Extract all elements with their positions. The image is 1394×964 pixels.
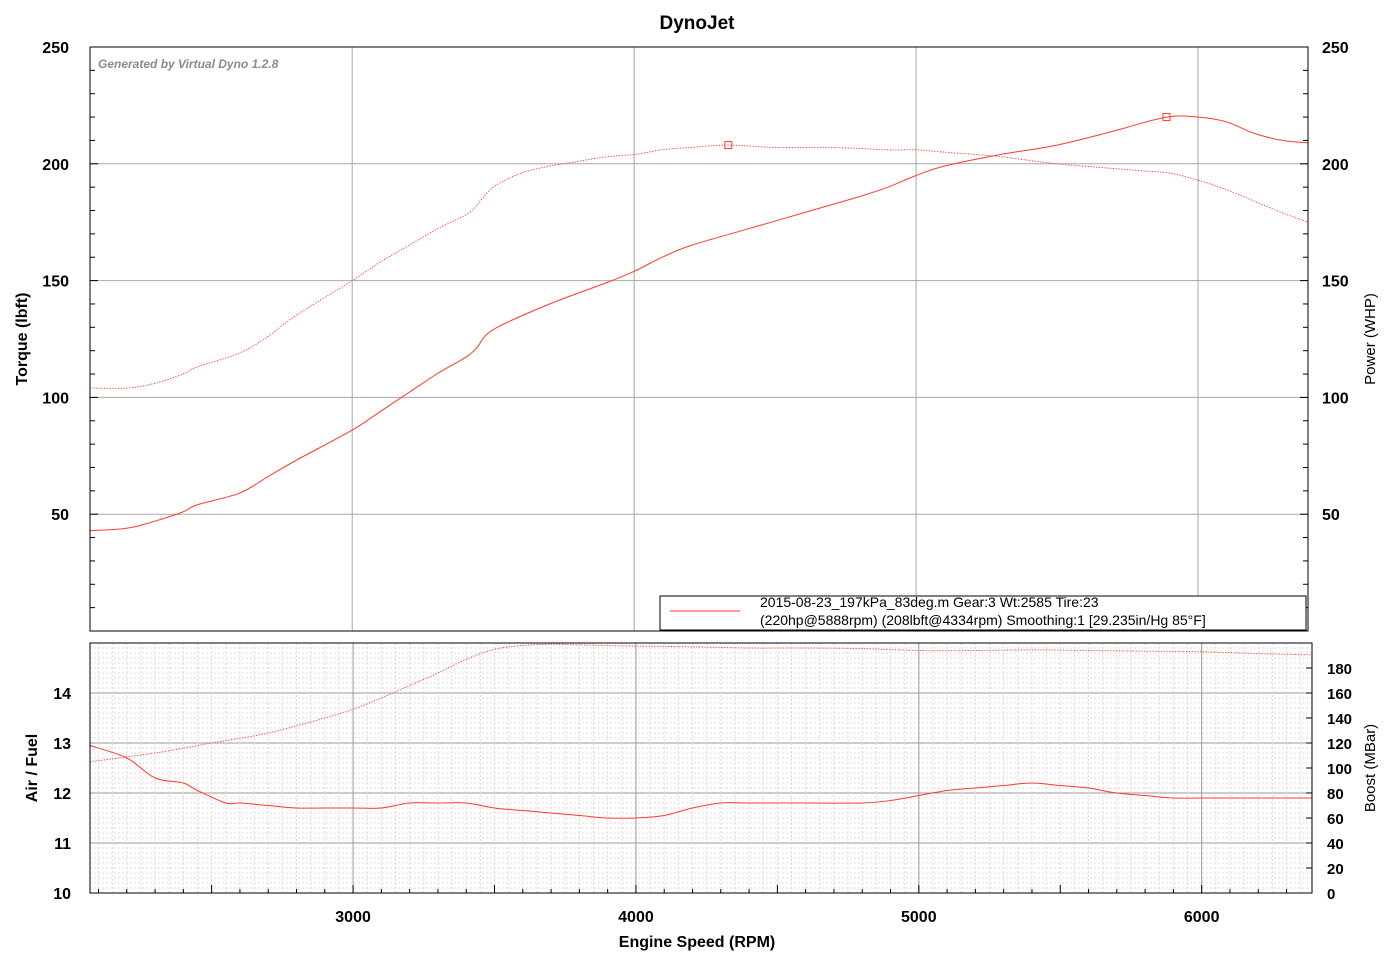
boost-tick-label-20: 20 (1327, 861, 1344, 878)
y2-tick-label-250: 250 (1322, 40, 1349, 57)
bottom-grid (90, 642, 1312, 894)
boost-tick-label-60: 60 (1327, 811, 1344, 828)
y2-axis-label-boost: Boost (MBar) (1362, 724, 1379, 812)
legend: 2015-08-23_197kPa_83deg.m Gear:3 Wt:2585… (659, 594, 1307, 631)
legend-box (659, 595, 1307, 631)
afr-tick-label-13: 13 (53, 736, 71, 753)
bottom-ticks: 3000 4000 5000 6000101112131402040608010012… (53, 661, 1352, 926)
top-grid (90, 47, 1308, 631)
watermark: Generated by Virtual Dyno 1.2.8 (98, 57, 279, 71)
y-tick-label-150: 150 (42, 274, 69, 291)
y-axis-label-afr: Air / Fuel (24, 734, 41, 802)
boost-tick-label-80: 80 (1327, 786, 1344, 803)
y2-tick-label-50: 50 (1322, 507, 1340, 524)
y2-tick-label-200: 200 (1322, 157, 1349, 174)
bottom-plot-frame (89, 642, 1313, 894)
torque-line (89, 144, 1309, 389)
x-tick-label-4000: 4000 (618, 909, 654, 926)
afr-line (89, 745, 1312, 819)
afr-tick-label-10: 10 (53, 886, 71, 903)
x-tick-label-3000: 3000 (335, 909, 371, 926)
y2-tick-label-150: 150 (1322, 274, 1349, 291)
y-axis-label-torque: Torque (lbft) (14, 292, 31, 385)
boost-tick-label-120: 120 (1327, 736, 1352, 753)
boost-tick-label-100: 100 (1327, 761, 1352, 778)
top-series (89, 113, 1309, 532)
boost-tick-label-40: 40 (1327, 836, 1344, 853)
legend-line-2: (220hp@5888rpm) (208lbft@4334rpm) Smooth… (760, 612, 1206, 628)
top-plot-frame (89, 46, 1309, 632)
bottom-series (89, 643, 1313, 819)
boost-tick-label-180: 180 (1327, 661, 1352, 678)
x-tick-label-5000: 5000 (901, 909, 937, 926)
chart-title: DynoJet (660, 13, 736, 34)
torque-peak-marker (724, 141, 733, 150)
power-line (89, 115, 1309, 532)
afr-tick-label-14: 14 (53, 686, 71, 703)
boost-tick-label-0: 0 (1327, 886, 1335, 903)
boost-tick-label-160: 160 (1327, 686, 1352, 703)
y2-axis-label-power: Power (WHP) (1362, 293, 1379, 385)
boost-tick-label-140: 140 (1327, 711, 1352, 728)
x-tick-label-6000: 6000 (1184, 909, 1220, 926)
y-tick-label-250: 250 (42, 40, 69, 57)
legend-line-1: 2015-08-23_197kPa_83deg.m Gear:3 Wt:2585… (760, 594, 1099, 610)
y-tick-label-100: 100 (42, 390, 69, 407)
x-axis-label: Engine Speed (RPM) (619, 934, 775, 951)
y-tick-label-50: 50 (51, 507, 69, 524)
boost-line (89, 643, 1313, 763)
top-ticks: 50 100 150 200 250 50 100 150 200 250 (42, 40, 1349, 632)
afr-tick-label-12: 12 (53, 786, 71, 803)
afr-tick-label-11: 11 (54, 836, 71, 853)
y2-tick-label-100: 100 (1322, 390, 1349, 407)
power-peak-marker (1162, 113, 1171, 122)
y-tick-label-200: 200 (42, 157, 69, 174)
